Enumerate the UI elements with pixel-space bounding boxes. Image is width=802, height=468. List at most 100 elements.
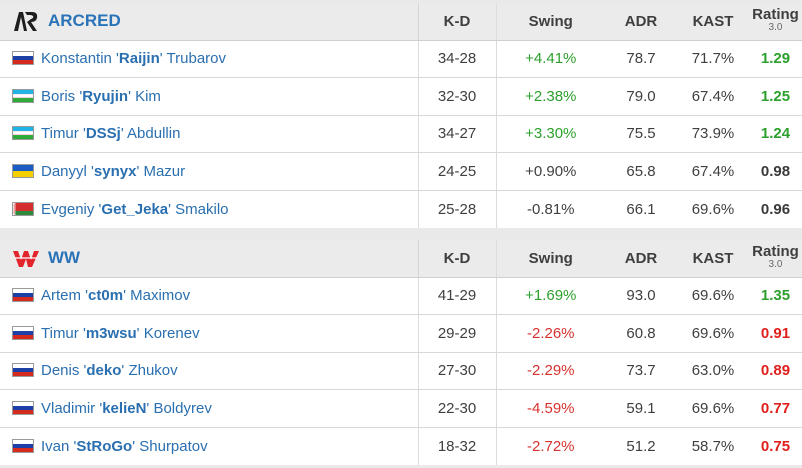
rating-version-label: 3.0 bbox=[768, 259, 783, 271]
kast-value: 69.6% bbox=[677, 389, 749, 428]
player-row[interactable]: Artem 'ct0m' Maximov 41-29 +1.69% 93.0 69.6%… bbox=[0, 277, 802, 315]
player-row[interactable]: Vladimir 'kelieN' Boldyrev 22-30 -4.59% 59.… bbox=[0, 389, 802, 428]
player-name-link[interactable]: Konstantin 'Raijin' Trubarov bbox=[41, 50, 226, 68]
kast-header[interactable]: KAST bbox=[677, 240, 749, 278]
player-cell[interactable]: Ivan 'StRoGo' Shurpatov bbox=[0, 427, 419, 465]
player-first-name: Timur bbox=[41, 324, 79, 342]
player-row[interactable]: Boris 'Ryujin' Kim 32-30 +2.38% 79.0 67.4% 1.… bbox=[0, 77, 802, 116]
player-cell[interactable]: Konstantin 'Raijin' Trubarov bbox=[0, 40, 419, 78]
player-row[interactable]: Ivan 'StRoGo' Shurpatov 18-32 -2.72% 51.2 58… bbox=[0, 427, 802, 465]
player-first-name: Artem bbox=[41, 287, 82, 305]
player-row[interactable]: Konstantin 'Raijin' Trubarov 34-28 +4.41% 7… bbox=[0, 40, 802, 78]
kast-value: 71.7% bbox=[677, 40, 749, 78]
player-nickname: ct0m bbox=[88, 287, 124, 305]
player-nickname: deko bbox=[86, 362, 122, 380]
swing-value: +3.30% bbox=[496, 115, 605, 153]
player-cell[interactable]: Vladimir 'kelieN' Boldyrev bbox=[0, 389, 419, 428]
rating-version-label: 3.0 bbox=[768, 22, 783, 34]
kd-value: 25-28 bbox=[418, 190, 497, 228]
player-first-name: Ivan bbox=[41, 437, 70, 455]
adr-value: 93.0 bbox=[605, 277, 677, 315]
swing-value: +0.90% bbox=[496, 152, 605, 191]
kast-value: 67.4% bbox=[677, 152, 749, 191]
ww-logo-icon[interactable] bbox=[12, 246, 40, 270]
player-name-link[interactable]: Timur 'DSSj' Abdullin bbox=[41, 125, 181, 143]
player-cell[interactable]: Timur 'DSSj' Abdullin bbox=[0, 115, 419, 153]
player-nickname: Get_Jeka bbox=[101, 200, 169, 218]
swing-value: -4.59% bbox=[496, 389, 605, 428]
player-name-link[interactable]: Artem 'ct0m' Maximov bbox=[41, 287, 191, 305]
player-last-name: Abdullin bbox=[127, 125, 181, 143]
swing-value: -2.29% bbox=[496, 352, 605, 390]
adr-value: 73.7 bbox=[605, 352, 677, 390]
rating-value: 0.91 bbox=[749, 314, 802, 353]
player-cell[interactable]: Artem 'ct0m' Maximov bbox=[0, 277, 419, 315]
adr-value: 79.0 bbox=[605, 77, 677, 116]
kd-value: 29-29 bbox=[418, 314, 497, 353]
rating-header[interactable]: Rating 3.0 bbox=[749, 3, 802, 41]
adr-header[interactable]: ADR bbox=[605, 240, 677, 278]
stats-table: WW K-D Swing ADR KAST Rating 3.0 Artem 'ct0m' M… bbox=[0, 240, 802, 465]
player-nickname: StRoGo bbox=[76, 437, 133, 455]
player-last-name: Korenev bbox=[143, 324, 200, 342]
player-name-link[interactable]: Timur 'm3wsu' Korenev bbox=[41, 324, 200, 342]
team-name[interactable]: WW bbox=[48, 248, 81, 268]
player-row[interactable]: Timur 'm3wsu' Korenev 29-29 -2.26% 60.8 69.6… bbox=[0, 314, 802, 353]
player-name-link[interactable]: Danyyl 'synyx' Mazur bbox=[41, 162, 186, 180]
russia-flag-icon bbox=[12, 400, 34, 415]
player-cell[interactable]: Danyyl 'synyx' Mazur bbox=[0, 152, 419, 191]
kd-value: 18-32 bbox=[418, 427, 497, 465]
swing-header[interactable]: Swing bbox=[496, 3, 605, 41]
player-name-link[interactable]: Ivan 'StRoGo' Shurpatov bbox=[41, 437, 208, 455]
player-name-link[interactable]: Denis 'deko' Zhukov bbox=[41, 362, 178, 380]
player-row[interactable]: Denis 'deko' Zhukov 27-30 -2.29% 73.7 63.0% 0… bbox=[0, 352, 802, 390]
player-nickname: synyx bbox=[93, 162, 137, 180]
player-last-name: Trubarov bbox=[166, 50, 226, 68]
kd-value: 24-25 bbox=[418, 152, 497, 191]
adr-header[interactable]: ADR bbox=[605, 3, 677, 41]
player-cell[interactable]: Timur 'm3wsu' Korenev bbox=[0, 314, 419, 353]
team-name[interactable]: ARCRED bbox=[48, 11, 121, 31]
player-nickname: Raijin bbox=[118, 50, 160, 68]
player-name-link[interactable]: Boris 'Ryujin' Kim bbox=[41, 87, 161, 105]
kast-value: 69.6% bbox=[691, 200, 735, 218]
rating-header-label: Rating bbox=[752, 243, 799, 261]
adr-value: 60.8 bbox=[605, 314, 677, 353]
rating-value: 1.29 bbox=[749, 40, 802, 78]
rating-value: 0.89 bbox=[749, 352, 802, 390]
team-stats-table-ww: WW K-D Swing ADR KAST Rating 3.0 Artem 'ct0m' M… bbox=[0, 240, 802, 465]
player-cell[interactable]: Evgeniy 'Get_Jeka' Smakilo bbox=[0, 190, 419, 228]
rating-value: 0.98 bbox=[749, 152, 802, 191]
player-first-name: Boris bbox=[41, 87, 76, 105]
swing-value: +1.69% bbox=[496, 277, 605, 315]
player-cell[interactable]: Boris 'Ryujin' Kim bbox=[0, 77, 419, 116]
rating-header-label: Rating bbox=[752, 6, 799, 24]
team-header: WW bbox=[0, 240, 419, 278]
rating-value: 0.96 bbox=[760, 200, 791, 218]
player-name-link[interactable]: Evgeniy 'Get_Jeka' Smakilo bbox=[41, 200, 229, 218]
player-first-name: Timur bbox=[41, 125, 79, 143]
swing-header[interactable]: Swing bbox=[496, 240, 605, 278]
player-first-name: Danyyl bbox=[41, 162, 87, 180]
player-row[interactable]: Timur 'DSSj' Abdullin 34-27 +3.30% 75.5 73.9… bbox=[0, 115, 802, 153]
player-row[interactable]: Danyyl 'synyx' Mazur 24-25 +0.90% 65.8 67.4%… bbox=[0, 152, 802, 191]
player-name-link[interactable]: Vladimir 'kelieN' Boldyrev bbox=[41, 399, 212, 417]
kd-header[interactable]: K-D bbox=[418, 240, 497, 278]
player-nickname: Ryujin bbox=[82, 87, 129, 105]
kd-value: 22-30 bbox=[418, 389, 497, 428]
adr-value: 59.1 bbox=[605, 389, 677, 428]
kast-value: 73.9% bbox=[677, 115, 749, 153]
adr-value: 66.1 bbox=[626, 200, 656, 218]
kast-header[interactable]: KAST bbox=[677, 3, 749, 41]
kd-header[interactable]: K-D bbox=[418, 3, 497, 41]
rating-header[interactable]: Rating 3.0 bbox=[749, 240, 802, 278]
arcred-logo-icon[interactable] bbox=[12, 9, 40, 33]
player-last-name: Smakilo bbox=[175, 200, 229, 218]
player-cell[interactable]: Denis 'deko' Zhukov bbox=[0, 352, 419, 390]
adr-value: 78.7 bbox=[605, 40, 677, 78]
adr-value: 65.8 bbox=[605, 152, 677, 191]
kd-value: 27-30 bbox=[418, 352, 497, 390]
kd-value: 34-27 bbox=[418, 115, 497, 153]
player-row[interactable]: Evgeniy 'Get_Jeka' Smakilo 25-28 -0.81% 66.… bbox=[0, 190, 802, 228]
